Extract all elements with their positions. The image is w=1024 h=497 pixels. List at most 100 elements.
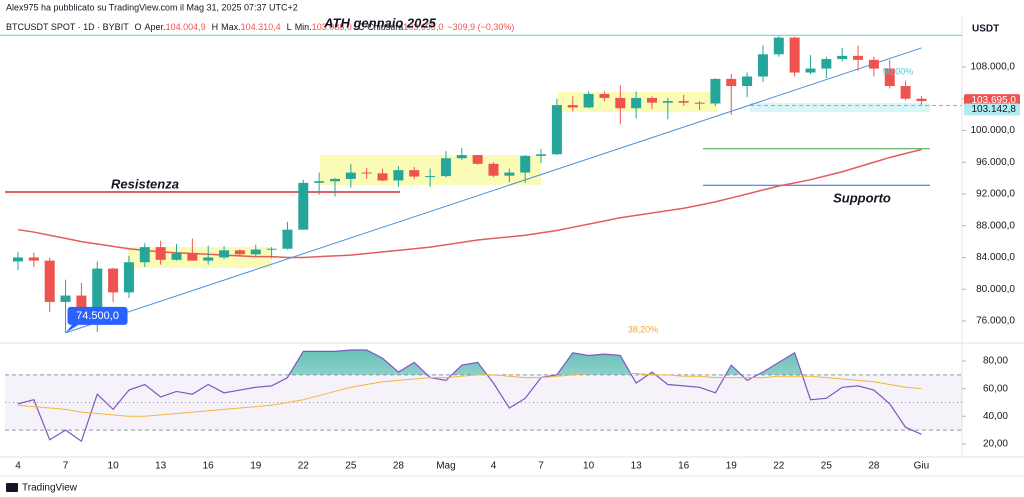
candle-body (123, 262, 134, 293)
brand-logo (6, 483, 18, 492)
x-tick-label: 10 (108, 461, 120, 472)
candle-body (44, 260, 55, 302)
field-key: L (287, 22, 292, 32)
y-tick-label: 84.000,0 (976, 252, 1015, 263)
candle-body (330, 178, 340, 182)
level-label: Supporto (833, 190, 891, 205)
x-tick-label: 10 (583, 461, 595, 472)
y-tick-label: 60,00 (983, 383, 1008, 394)
candle-body (726, 78, 737, 87)
fib-label: 38,20% (628, 324, 659, 334)
candle-body (647, 97, 657, 103)
field-key: H (212, 22, 219, 32)
x-tick-label: 22 (773, 461, 785, 472)
candle-body (884, 68, 895, 87)
annotation-box (67, 306, 128, 325)
candle-body (615, 97, 626, 109)
x-tick-label: Mag (436, 461, 455, 472)
x-tick-label: 16 (203, 461, 215, 472)
overbought-fill (18, 349, 922, 375)
x-tick-label: 13 (631, 461, 643, 472)
annotation-pointer (65, 322, 82, 333)
field-name: Min. (295, 22, 312, 32)
support-zone (750, 103, 930, 112)
candle-body (678, 101, 689, 103)
candle-body (916, 98, 927, 102)
y-tick-label: 80,00 (983, 356, 1008, 367)
candle-body (868, 59, 879, 69)
annotation-label: 74.500,0 (76, 310, 119, 322)
price-tag (964, 94, 1020, 107)
field-value: 104.310,4 (241, 22, 281, 32)
candle-body (900, 86, 911, 99)
x-tick-label: 25 (821, 461, 833, 472)
brand: TradingView (6, 483, 78, 494)
rsi-band (5, 374, 962, 431)
candle-body (567, 105, 578, 108)
x-tick-label: 4 (491, 461, 497, 472)
publisher-note: Alex975 ha pubblicato su TradingView.com… (6, 2, 298, 12)
candle-body (92, 268, 103, 319)
candle-body (425, 176, 436, 178)
candle-body (472, 155, 483, 164)
symbol: BTCUSDT SPOT · 1D · BYBIT (6, 22, 129, 32)
candle-body (155, 247, 166, 260)
y-tick-label: 76.000,0 (976, 316, 1015, 327)
candle-body (187, 253, 198, 261)
candle-body (139, 247, 150, 263)
brand-text: TradingView (22, 483, 78, 494)
field-value: 103.695,0 (403, 22, 443, 32)
moving-average (17, 148, 922, 259)
x-tick-label: 7 (63, 461, 69, 472)
candle-body (345, 172, 356, 179)
header: BTCUSDT SPOT · 1D · BYBIT O Aper.104.004,9… (6, 22, 514, 32)
candle-body (757, 54, 768, 77)
candle-body (28, 257, 39, 261)
y-tick-label: 40,00 (983, 411, 1008, 422)
candle-body (631, 97, 642, 109)
field-key: C (358, 22, 365, 32)
candle-body (710, 78, 721, 104)
candle-body (520, 155, 531, 173)
y-tick-label: 100.000,0 (971, 125, 1016, 136)
candle-body (60, 295, 71, 302)
y-tick-label: 92.000,0 (976, 189, 1015, 200)
candle-body (773, 37, 784, 55)
candle-body (805, 68, 816, 73)
x-tick-label: 28 (868, 461, 880, 472)
candle-body (742, 76, 753, 87)
x-tick-label: 25 (345, 461, 357, 472)
x-tick-label: 22 (298, 461, 310, 472)
field-name: Max. (221, 22, 241, 32)
x-tick-label: 13 (155, 461, 167, 472)
field-key: O (135, 22, 142, 32)
candle-body (456, 155, 467, 159)
candle-body (551, 105, 562, 155)
change: −309,9 (−0,30%) (447, 22, 514, 32)
candle-body (266, 248, 277, 250)
candle-body (694, 102, 705, 104)
candle-body (314, 181, 325, 183)
candle-body (821, 59, 832, 69)
candle-body (662, 101, 673, 103)
level-label: Resistenza (111, 176, 179, 191)
candle-body (203, 257, 214, 261)
candle-body (853, 55, 864, 60)
field-name: Aper. (145, 22, 166, 32)
x-tick-label: 16 (678, 461, 690, 472)
x-tick-label: 19 (726, 461, 738, 472)
candle-body (789, 37, 800, 73)
axis-title: USDT (972, 24, 999, 35)
x-tick-label: 28 (393, 461, 405, 472)
candle-body (409, 170, 420, 177)
candle-body (488, 163, 499, 176)
y-tick-label: 96.000,0 (976, 157, 1015, 168)
candle-body (108, 268, 119, 293)
candle-body (393, 170, 404, 181)
candle-body (361, 172, 372, 174)
x-tick-label: 4 (15, 461, 21, 472)
candle-body (504, 172, 515, 176)
candle-body (440, 158, 451, 177)
